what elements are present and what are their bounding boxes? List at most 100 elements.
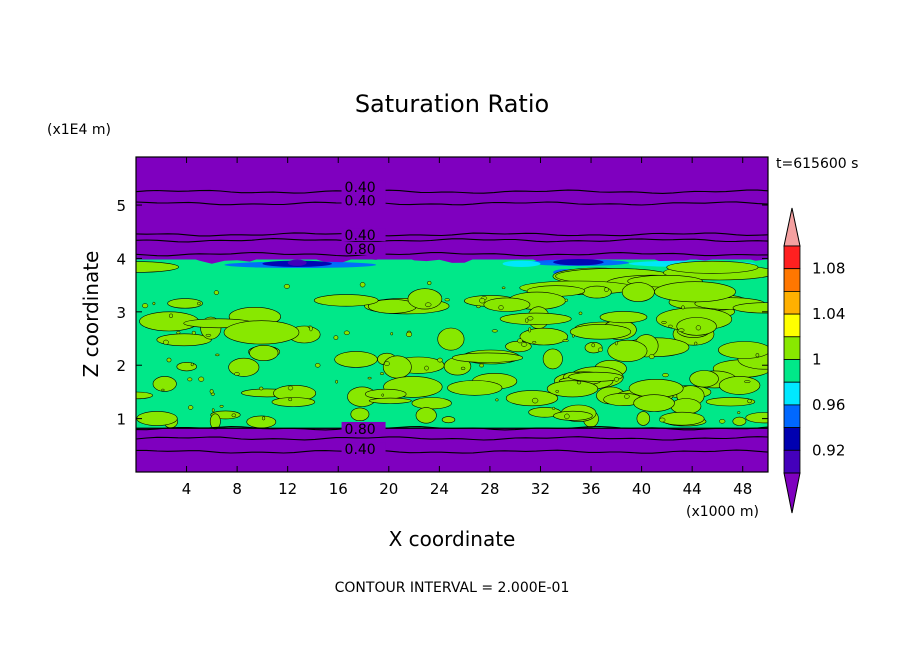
- x-tick-label: 44: [683, 480, 702, 498]
- cloud-speckle: [525, 317, 529, 323]
- cloud-patch: [553, 410, 593, 421]
- cloud-patch: [542, 348, 563, 370]
- cloud-patch: [519, 327, 568, 346]
- cloud-speckle: [744, 380, 751, 383]
- cloud-speckle: [495, 398, 499, 402]
- cloud-speckle: [163, 339, 169, 345]
- cloud-speckle: [460, 366, 466, 371]
- cloud-speckle: [283, 284, 290, 289]
- y-axis: 1 2 3 4 5: [116, 197, 768, 429]
- cloud-speckle: [648, 354, 655, 360]
- cloud-speckle: [623, 394, 630, 399]
- cloud-speckle: [333, 335, 339, 340]
- x-tick-label: 12: [278, 480, 297, 498]
- cloud-speckle: [437, 357, 443, 363]
- cloud-speckle: [695, 325, 702, 331]
- cloud-speckle: [359, 282, 366, 288]
- cloud-speckle: [444, 298, 450, 302]
- x-tick-label: 20: [379, 480, 398, 498]
- cloud-patch: [689, 370, 719, 388]
- cloud-speckle: [198, 376, 205, 382]
- cloud-speckle: [668, 324, 673, 328]
- colorbar: 1.08 1.04 1 0.96 0.92: [783, 207, 845, 514]
- cloud-speckle: [219, 404, 224, 408]
- cloud-speckle: [262, 416, 266, 421]
- cloud-speckle: [427, 280, 432, 286]
- cloud-speckle: [555, 389, 559, 393]
- cloud-patch: [745, 412, 768, 424]
- colorbar-bin: [783, 427, 801, 451]
- contour-interval-footer: CONTOUR INTERVAL = 2.000E-01: [335, 580, 570, 596]
- x-tick-label: 28: [480, 480, 499, 498]
- cloud-speckle: [314, 363, 321, 368]
- cloud-patch: [607, 339, 648, 362]
- x-tick-label: 36: [581, 480, 600, 498]
- x-tick-label: 16: [329, 480, 348, 498]
- cloud-speckle: [528, 327, 532, 333]
- contour-label: 0.80: [345, 422, 376, 438]
- cloud-speckle: [476, 305, 481, 309]
- chart-title: Saturation Ratio: [355, 90, 549, 118]
- x-tick-label: 24: [430, 480, 449, 498]
- cloud-patch: [136, 411, 178, 426]
- cloud-speckle: [288, 397, 293, 402]
- cloud-patch: [599, 311, 648, 324]
- cloud-patch: [584, 342, 603, 354]
- contour-lines: [136, 189, 768, 454]
- cloud-patch: [505, 390, 559, 407]
- colorbar-bin: [783, 381, 801, 406]
- contour-label-bg: [341, 242, 386, 256]
- contour-line: [136, 238, 768, 243]
- colorbar-bin: [783, 313, 801, 338]
- cloud-speckle: [187, 377, 193, 382]
- contour-label-bg: [341, 193, 386, 207]
- contour-label: 0.40: [345, 180, 376, 196]
- cloud-patch: [621, 282, 655, 302]
- y-tick-label: 4: [116, 250, 126, 268]
- cloud-speckle: [390, 332, 394, 336]
- cloud-speckle: [234, 372, 240, 376]
- cloud-patch: [451, 352, 523, 363]
- cloud-speckle: [562, 339, 569, 342]
- cloud-speckle: [520, 342, 528, 347]
- cloud-patch: [447, 380, 503, 396]
- cloud-speckle: [367, 376, 372, 380]
- supersaturation-streak: [287, 259, 307, 266]
- cloud-speckle: [564, 298, 568, 302]
- cloud-patch: [152, 376, 177, 392]
- cloud-speckle: [190, 362, 194, 367]
- supersaturation-streak: [553, 258, 604, 266]
- contour-label-bg: [341, 442, 386, 456]
- cloud-patch: [364, 388, 407, 400]
- x-tick-label: 32: [531, 480, 550, 498]
- cloud-patch: [636, 411, 650, 426]
- cloud-patch: [718, 341, 768, 359]
- cloud-layer: [136, 248, 768, 430]
- cloud-patch: [546, 380, 599, 398]
- cloud-patch: [441, 416, 456, 424]
- cloud-speckle: [191, 330, 196, 335]
- cloud-patch: [415, 407, 437, 424]
- cloud-speckle: [479, 363, 485, 368]
- contour-line: [136, 232, 768, 237]
- cloud-patch: [659, 411, 705, 426]
- cloud-patch: [156, 333, 212, 347]
- y-tick-label: 3: [116, 304, 126, 322]
- cloud-speckle: [176, 331, 181, 335]
- cloud-patch: [334, 351, 378, 368]
- contour-line: [136, 189, 768, 194]
- cloud-patch: [249, 344, 279, 361]
- cloud-patch: [271, 397, 316, 407]
- cloud-speckle: [491, 329, 498, 333]
- y-tick-label: 1: [116, 411, 126, 429]
- x-tick-label: 48: [733, 480, 752, 498]
- y-tick-label: 5: [116, 197, 126, 215]
- cloud-patch: [654, 281, 736, 303]
- cloud-speckle: [527, 316, 534, 321]
- colorbar-label: 1.04: [812, 305, 845, 323]
- colorbar-bin: [783, 268, 801, 292]
- colorbar-bottom-arrow: [783, 472, 801, 514]
- contour-label-bg: [341, 180, 386, 194]
- cloud-speckle: [532, 341, 537, 344]
